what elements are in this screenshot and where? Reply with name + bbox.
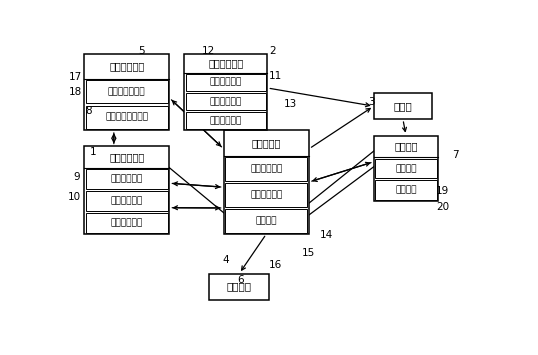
Text: 输入单元: 输入单元 (395, 186, 417, 195)
Text: 13: 13 (284, 99, 298, 109)
Text: 2: 2 (269, 47, 275, 56)
Bar (225, 183, 307, 207)
Bar (374, 136, 438, 201)
Bar (86, 80, 168, 103)
Text: 存储单元: 存储单元 (256, 217, 277, 225)
Text: 1: 1 (90, 147, 96, 158)
Text: 15: 15 (302, 247, 315, 257)
Text: 电流采集单元: 电流采集单元 (110, 175, 143, 184)
Bar (186, 93, 266, 110)
Bar (225, 157, 307, 181)
Text: 7: 7 (452, 150, 458, 160)
Text: 4: 4 (222, 255, 229, 265)
Text: 9: 9 (73, 171, 80, 181)
Text: 6: 6 (237, 275, 244, 285)
Bar (186, 112, 266, 129)
Text: 运行监测单元: 运行监测单元 (210, 116, 242, 125)
Bar (184, 54, 267, 130)
Text: 12: 12 (202, 47, 215, 56)
Text: 物联网平台: 物联网平台 (252, 138, 281, 148)
Bar (84, 54, 169, 130)
Text: 数据采集模块: 数据采集模块 (109, 152, 144, 162)
Text: 信息收发单元: 信息收发单元 (250, 191, 282, 200)
Text: 8: 8 (85, 106, 91, 116)
Bar (376, 180, 437, 200)
Text: 湿度监测单元: 湿度监测单元 (210, 97, 242, 106)
Text: 电压采集单元: 电压采集单元 (110, 197, 143, 206)
Text: 16: 16 (269, 260, 282, 269)
Text: 电量采集单元: 电量采集单元 (110, 219, 143, 228)
Text: 10: 10 (68, 192, 81, 202)
Text: 17: 17 (69, 72, 82, 82)
Text: 3: 3 (369, 97, 375, 107)
Text: 数据库: 数据库 (393, 101, 412, 111)
Text: 数据监测模块: 数据监测模块 (208, 58, 243, 68)
Bar (86, 191, 168, 211)
Bar (86, 213, 168, 233)
Text: 备用电池管理单元: 备用电池管理单元 (105, 113, 148, 122)
Text: 18: 18 (69, 87, 82, 97)
Text: 温度监测单元: 温度监测单元 (210, 78, 242, 87)
Bar (84, 147, 169, 234)
Text: 19: 19 (436, 186, 449, 196)
Bar (225, 209, 307, 233)
Text: 主电池管理单元: 主电池管理单元 (108, 87, 145, 96)
Bar (209, 274, 270, 300)
Text: 11: 11 (269, 71, 282, 81)
Bar (186, 74, 266, 91)
Text: 14: 14 (320, 230, 333, 240)
Bar (376, 158, 437, 178)
Text: 智能终端: 智能终端 (394, 142, 418, 152)
Text: 中央处理单元: 中央处理单元 (250, 164, 282, 174)
Bar (86, 169, 168, 189)
Bar (374, 93, 432, 119)
Text: 20: 20 (436, 202, 449, 212)
Text: 显示单元: 显示单元 (395, 164, 417, 173)
Bar (224, 130, 309, 234)
Text: 警示模块: 警示模块 (226, 282, 252, 291)
Text: 5: 5 (138, 47, 145, 56)
Bar (86, 106, 168, 129)
Text: 电池管理模块: 电池管理模块 (109, 61, 144, 71)
